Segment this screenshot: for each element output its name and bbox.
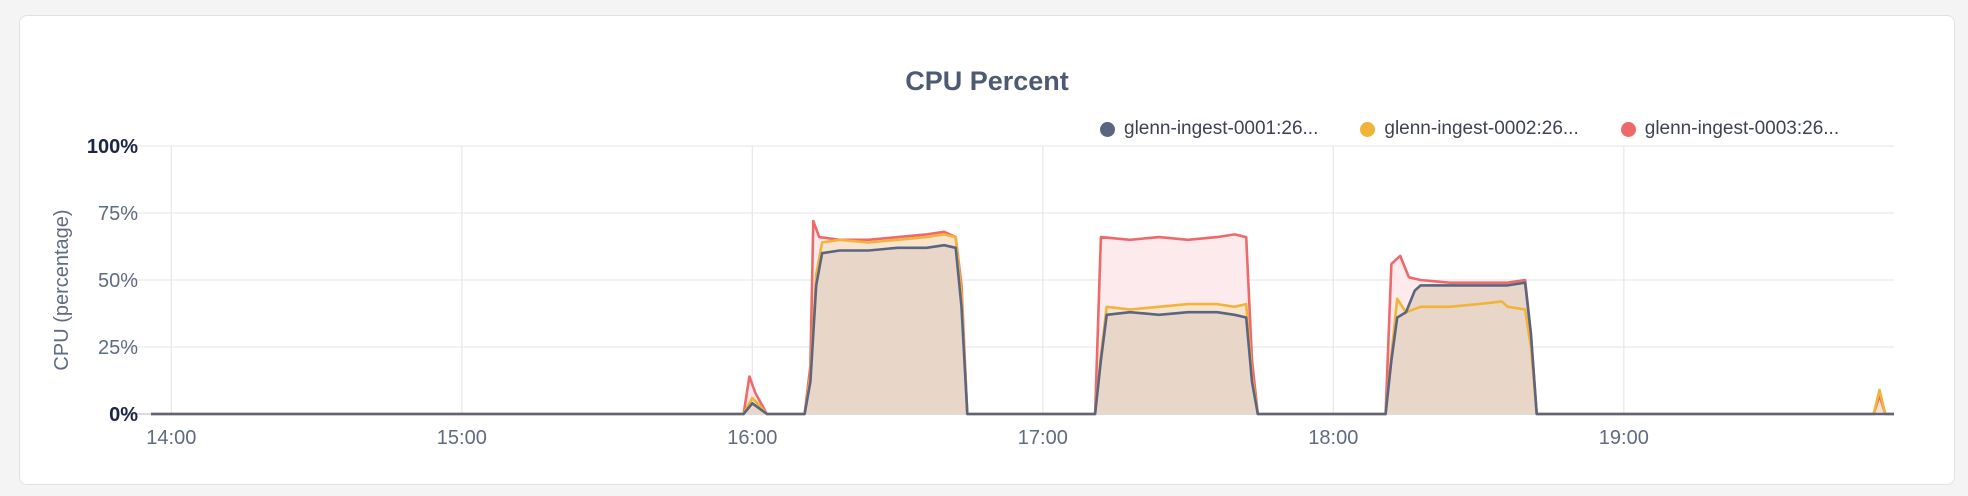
series-line-2: [151, 233, 1894, 416]
series-area-2: [151, 234, 1894, 414]
legend-swatch-series-2: [1360, 121, 1376, 137]
x-tick-label: 19:00: [1599, 427, 1649, 449]
y-tick-label: 75%: [98, 203, 138, 225]
chart-legend: glenn-ingest-0001:26... glenn-ingest-000…: [1100, 118, 1839, 140]
y-tick-label: 50%: [98, 270, 138, 292]
legend-label-series-1: glenn-ingest-0001:26...: [1124, 118, 1319, 139]
y-tick-label: 25%: [98, 337, 138, 359]
x-tick-label: 14:00: [146, 427, 196, 449]
legend-label-series-2: glenn-ingest-0002:26...: [1384, 118, 1579, 139]
y-tick-label: 0%: [109, 404, 138, 426]
x-tick-label: 16:00: [727, 427, 777, 449]
x-tick-label: 18:00: [1308, 427, 1358, 449]
cpu-chart-plot: 0% 25% 50% 75% 100% 14:00 15:00 16:00 17:00 18:00…: [51, 136, 1894, 449]
series-area-3: [151, 221, 1894, 414]
legend-item-series-1[interactable]: glenn-ingest-0001:26...: [1100, 118, 1318, 140]
legend-item-series-2[interactable]: glenn-ingest-0002:26...: [1360, 118, 1579, 140]
y-tick-label: 100%: [87, 136, 138, 158]
x-tick-label: 15:00: [437, 427, 487, 449]
legend-item-series-3[interactable]: glenn-ingest-0003:26...: [1620, 118, 1840, 140]
series-area-1: [151, 245, 1894, 414]
x-tick-label: 17:00: [1018, 427, 1068, 449]
series-line-1: [151, 243, 1894, 416]
series-line-3: [151, 219, 1894, 416]
chart-title: CPU Percent: [905, 66, 1069, 96]
legend-swatch-series-1: [1100, 121, 1115, 137]
legend-swatch-series-3: [1620, 121, 1636, 137]
legend-label-series-3: glenn-ingest-0003:26...: [1644, 118, 1840, 139]
y-axis-label: CPU (percentage): [51, 209, 73, 370]
chart-card: CPU Percent glenn-ingest-0001:26... glen…: [19, 15, 1955, 485]
